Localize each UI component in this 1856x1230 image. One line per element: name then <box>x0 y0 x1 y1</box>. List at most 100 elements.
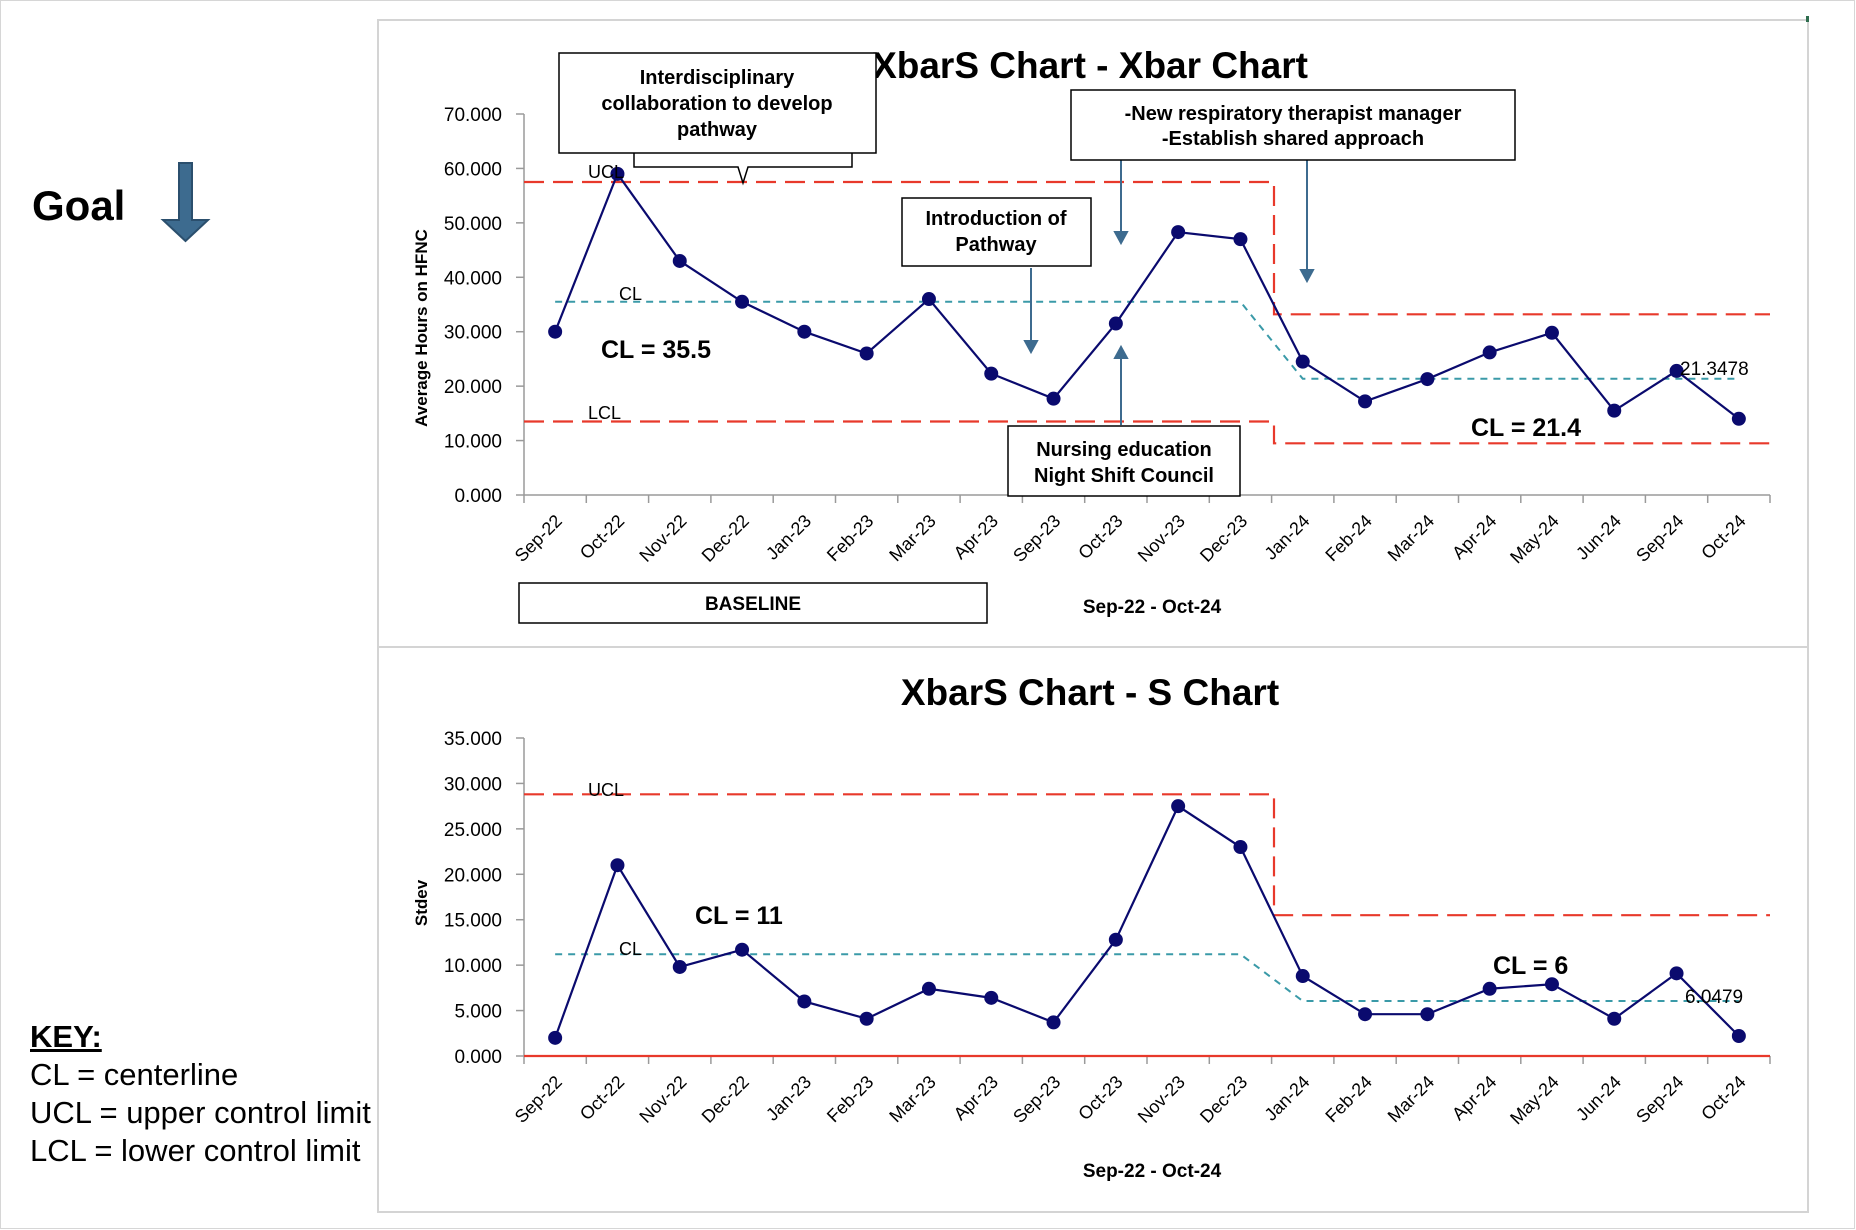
xbar-ucl-label: UCL <box>588 162 624 182</box>
xbar-cl-label: CL <box>619 284 642 304</box>
x-tick-label: Mar-23 <box>885 511 939 565</box>
series-line <box>554 171 1740 420</box>
x-tick-label: Nov-23 <box>1134 511 1189 566</box>
data-point-Sep-23 <box>1046 1015 1061 1030</box>
y-tick-label: 10.000 <box>444 956 502 977</box>
x-tick-label: Jun-24 <box>1572 1072 1625 1125</box>
x-tick-label: May-24 <box>1506 1072 1563 1129</box>
x-tick-label: Mar-24 <box>1384 1072 1438 1126</box>
x-tick-label: Nov-23 <box>1134 1072 1189 1127</box>
x-tick-label: Oct-23 <box>1074 511 1126 563</box>
s-ucl-label: UCL <box>588 780 624 800</box>
data-point-May-24 <box>1544 977 1559 992</box>
y-tick-label: 5.000 <box>454 1002 502 1023</box>
y-tick-label: 0.000 <box>454 486 502 507</box>
ucl-line <box>524 180 1770 316</box>
data-point-Jan-24 <box>1295 969 1310 984</box>
xbar-control-limits <box>524 180 1770 445</box>
x-tick-label: Mar-23 <box>885 1072 939 1126</box>
baseline-box: BASELINE <box>518 582 988 624</box>
x-tick-label: Dec-23 <box>1196 1072 1251 1127</box>
y-tick-label: 30.000 <box>444 774 502 795</box>
x-tick-label: Jan-24 <box>1261 1072 1314 1125</box>
xbar-y-axis-label: Average Hours on HFNC <box>412 229 431 427</box>
data-point-May-24 <box>1544 325 1559 340</box>
data-point-Feb-23 <box>859 346 874 361</box>
callout-night-shift-line2: Night Shift Council <box>1034 465 1214 487</box>
s-axes: 0.000 5.000 10.000 15.000 20.000 25.000 30.000… <box>444 729 1771 1129</box>
callout-line: Introduction of <box>925 208 1066 230</box>
x-tick-label: Jan-23 <box>762 511 815 564</box>
arrow-pathway-head <box>1023 340 1039 355</box>
x-tick-label: May-24 <box>1506 511 1563 568</box>
y-tick-label: 35.000 <box>444 729 502 750</box>
x-tick-label: Oct-23 <box>1074 1072 1126 1124</box>
callout-nursing-education: Nursing education Night Shift Council <box>1007 425 1241 497</box>
data-point-Oct-24 <box>1731 1029 1746 1044</box>
data-point-Sep-23 <box>1046 391 1061 406</box>
data-point-Sep-22 <box>548 324 563 339</box>
x-tick-label: Oct-22 <box>576 511 628 563</box>
s-series <box>548 799 1746 1045</box>
data-point-Mar-24 <box>1420 1007 1435 1022</box>
x-tick-label: Apr-24 <box>1448 1072 1500 1124</box>
s-chart-panel <box>377 646 1809 1213</box>
key-item-lcl: LCL = lower control limit <box>30 1133 361 1168</box>
data-point-Nov-23 <box>1171 225 1186 240</box>
y-tick-label: 60.000 <box>444 159 502 180</box>
x-tick-label: Sep-23 <box>1009 511 1064 566</box>
y-tick-label: 30.000 <box>444 323 502 344</box>
data-point-Jan-24 <box>1295 354 1310 369</box>
y-tick-label: 20.000 <box>444 377 502 398</box>
data-point-Apr-23 <box>984 366 999 381</box>
callout-line: pathway <box>677 119 758 141</box>
baseline-box-frame <box>518 582 988 624</box>
x-tick-label: Dec-23 <box>1196 511 1251 566</box>
arrow-shared-approach-head <box>1299 269 1315 284</box>
s-cl-label: CL <box>619 939 642 959</box>
key-item-ucl: UCL = upper control limit <box>30 1095 371 1130</box>
callout-box <box>558 52 877 154</box>
y-tick-label: 20.000 <box>444 865 502 886</box>
callout-bracket <box>633 153 853 186</box>
data-point-Mar-24 <box>1420 372 1435 387</box>
data-point-Dec-23 <box>1233 840 1248 855</box>
callout-introduction-pathway: Introduction of Pathway <box>901 197 1092 267</box>
callout-box <box>901 197 1092 267</box>
data-point-Apr-23 <box>984 990 999 1005</box>
data-point-Oct-23 <box>1108 932 1123 947</box>
x-tick-label: Sep-22 <box>511 511 566 566</box>
y-tick-label: 10.000 <box>444 432 502 453</box>
x-tick-label: Sep-23 <box>1009 1072 1064 1127</box>
x-tick-label: Apr-24 <box>1448 511 1500 563</box>
data-point-Dec-22 <box>735 942 750 957</box>
key-item-cl: CL = centerline <box>30 1057 239 1092</box>
x-tick-label: Dec-22 <box>698 511 753 566</box>
series-line <box>554 804 1740 1039</box>
x-tick-label: Feb-23 <box>823 1072 877 1126</box>
y-tick-label: 25.000 <box>444 820 502 841</box>
arrow-nursing-education-head <box>1113 344 1129 359</box>
callout-nursing-education-line1: Nursing education <box>1036 439 1212 461</box>
y-tick-label: 40.000 <box>444 268 502 289</box>
xbar-chart-title: XbarS Chart - Xbar Chart <box>872 45 1308 86</box>
x-tick-label: Feb-24 <box>1321 1072 1375 1126</box>
x-tick-label: Nov-22 <box>635 1072 690 1127</box>
data-point-Sep-24 <box>1669 966 1684 981</box>
data-point-Feb-24 <box>1358 1007 1373 1022</box>
s-cl-annotation-post: CL = 6 <box>1493 952 1568 980</box>
data-point-Jun-24 <box>1607 403 1622 418</box>
xbar-x-axis-label: Sep-22 - Oct-24 <box>1083 597 1222 618</box>
data-point-Apr-24 <box>1482 345 1497 360</box>
x-tick-label: Mar-24 <box>1384 511 1438 565</box>
x-tick-label: Sep-24 <box>1632 1072 1687 1127</box>
s-x-axis-label: Sep-22 - Oct-24 <box>1083 1161 1222 1182</box>
callout-introduction-pathway-text: Introduction of Pathway <box>925 208 1066 256</box>
y-tick-label: 15.000 <box>444 911 502 932</box>
arrow-down-icon <box>160 162 211 243</box>
xbar-lcl-label: LCL <box>588 403 621 423</box>
key-title: KEY: <box>30 1019 102 1054</box>
x-tick-label: Jun-24 <box>1572 511 1625 564</box>
key-legend: KEY: CL = centerline UCL = upper control… <box>30 1018 371 1170</box>
